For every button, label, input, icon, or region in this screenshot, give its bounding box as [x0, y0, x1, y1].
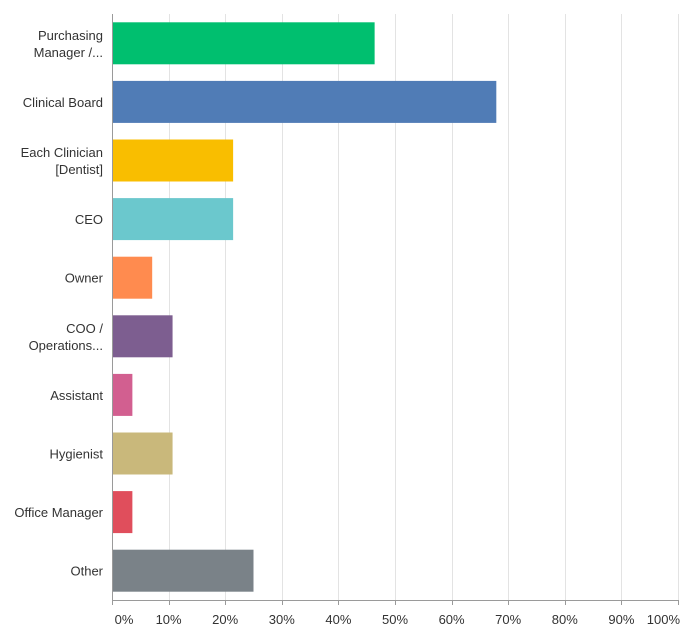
x-tick-label: 20% — [212, 612, 238, 627]
x-tick-label: 80% — [552, 612, 578, 627]
bar — [112, 256, 153, 299]
category-label: COO / — [66, 321, 103, 336]
category-label: Clinical Board — [23, 95, 103, 110]
bar — [112, 373, 133, 416]
x-tick-label: 10% — [156, 612, 182, 627]
category-label: Manager /... — [34, 45, 103, 60]
axes — [112, 14, 679, 605]
bar — [112, 315, 173, 358]
category-label: Office Manager — [14, 505, 103, 520]
category-labels: Purchasing Manager /... Clinical Board Each… — [14, 28, 103, 579]
category-label: Purchasing — [38, 28, 103, 43]
bars — [112, 22, 497, 592]
x-tick-label: 100% — [647, 612, 681, 627]
bar — [112, 432, 173, 475]
category-label: CEO — [75, 212, 103, 227]
category-label: Hygienist — [50, 447, 104, 462]
category-label: Each Clinician — [21, 145, 103, 160]
x-tick-label: 70% — [495, 612, 521, 627]
x-tick-label: 0% — [115, 612, 134, 627]
bar — [112, 549, 254, 592]
category-label: Owner — [65, 271, 104, 286]
bar — [112, 22, 375, 65]
bar — [112, 198, 234, 241]
category-label: Assistant — [50, 388, 103, 403]
x-tick-label: 30% — [269, 612, 295, 627]
category-label: [Dentist] — [55, 162, 103, 177]
bar — [112, 139, 234, 182]
x-tick-label: 40% — [325, 612, 351, 627]
x-tick-labels: 0% 10% 20% 30% 40% 50% 60% 70% 80% 90% 100% — [115, 612, 681, 627]
x-tick-label: 60% — [439, 612, 465, 627]
x-tick-label: 90% — [608, 612, 634, 627]
category-label: Other — [70, 564, 103, 579]
category-label: Operations... — [29, 338, 103, 353]
bar — [112, 491, 133, 534]
x-tick-label: 50% — [382, 612, 408, 627]
bar — [112, 80, 497, 123]
